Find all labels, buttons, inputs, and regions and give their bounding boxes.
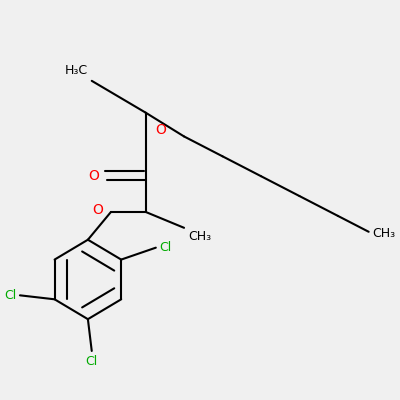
Text: Cl: Cl: [86, 355, 98, 368]
Text: Cl: Cl: [4, 289, 16, 302]
Text: H₃C: H₃C: [65, 64, 88, 77]
Text: Cl: Cl: [160, 241, 172, 254]
Text: O: O: [92, 203, 103, 217]
Text: CH₃: CH₃: [372, 227, 396, 240]
Text: O: O: [155, 124, 166, 138]
Text: O: O: [88, 169, 100, 183]
Text: CH₃: CH₃: [188, 230, 211, 243]
